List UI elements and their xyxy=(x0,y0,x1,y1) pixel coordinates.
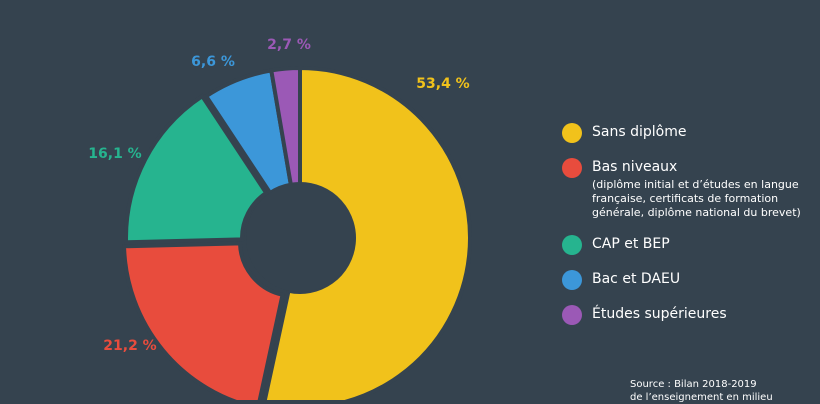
legend-swatch-yellow xyxy=(562,123,582,143)
source-line-1: Source : Bilan 2018-2019 xyxy=(630,379,757,390)
donut-hole xyxy=(246,184,354,292)
donut-slice xyxy=(122,241,285,400)
percentage-label: 16,1 % xyxy=(88,146,141,162)
legend-swatch-red xyxy=(562,158,582,178)
legend-swatch-green xyxy=(562,235,582,255)
percentage-label: 2,7 % xyxy=(267,37,311,53)
source-note: Source : Bilan 2018-2019 de l’enseigneme… xyxy=(630,378,810,404)
legend-label: Bas niveaux xyxy=(592,159,678,175)
legend: Sans diplôme Bas niveaux (diplôme initia… xyxy=(562,122,812,339)
legend-label-group: Bas niveaux (diplôme initial et d’études… xyxy=(592,157,812,220)
legend-item-bac-daeu: Bac et DAEU xyxy=(562,269,812,290)
percentage-labels: 53,4 % 21,2 % 16,1 % 6,6 % 2,7 % xyxy=(88,37,469,354)
percentage-label: 53,4 % xyxy=(416,76,469,92)
legend-swatch-purple xyxy=(562,305,582,325)
percentage-label: 21,2 % xyxy=(103,338,156,354)
donut-slice xyxy=(124,93,269,245)
legend-label: Sans diplôme xyxy=(592,124,687,140)
legend-sublabel: (diplôme initial et d’études en langue f… xyxy=(592,178,801,219)
source-line-2: de l’enseignement en milieu xyxy=(630,392,773,403)
legend-item-cap-bep: CAP et BEP xyxy=(562,234,812,255)
legend-swatch-blue xyxy=(562,270,582,290)
donut-slices xyxy=(122,65,472,400)
legend-item-bas-niveaux: Bas niveaux (diplôme initial et d’études… xyxy=(562,157,812,220)
legend-label: Études supérieures xyxy=(592,306,727,322)
legend-item-sans-diplome: Sans diplôme xyxy=(562,122,812,143)
legend-label: Bac et DAEU xyxy=(592,271,681,287)
legend-item-etudes-superieures: Études supérieures xyxy=(562,304,812,325)
percentage-label: 6,6 % xyxy=(191,54,235,70)
legend-label: CAP et BEP xyxy=(592,236,670,252)
